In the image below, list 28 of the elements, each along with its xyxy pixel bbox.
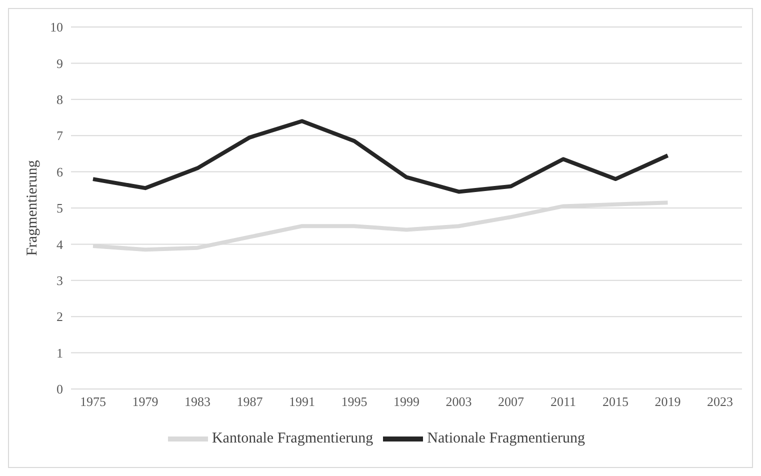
x-tick-label: 2007	[498, 394, 524, 410]
y-tick-label: 8	[56, 92, 63, 108]
x-tick-label: 1995	[341, 394, 368, 410]
x-tick-label: 2019	[654, 394, 681, 410]
x-tick-label: 1975	[80, 394, 106, 410]
x-tick-label: 1979	[132, 394, 158, 410]
x-tick-label: 2023	[707, 394, 733, 410]
x-tick-label: 2011	[550, 394, 576, 410]
x-tick-label: 1983	[184, 394, 210, 410]
y-tick-label: 10	[50, 20, 63, 35]
y-tick-label: 0	[56, 382, 63, 397]
x-tick-label: 1991	[289, 394, 315, 410]
y-tick-label: 5	[56, 200, 63, 216]
y-tick-label: 3	[56, 273, 63, 288]
x-tick-label: 2015	[602, 394, 628, 410]
y-axis-title: Fragmentierung	[24, 160, 40, 256]
y-tick-label: 9	[56, 56, 63, 71]
x-tick-label: 1987	[236, 394, 264, 410]
y-tick-label: 6	[56, 164, 64, 180]
line-series	[91, 119, 670, 194]
x-tick-label: 2003	[446, 394, 472, 410]
y-tick-label: 1	[56, 345, 63, 360]
y-tick-label: 7	[56, 128, 64, 144]
x-tick-label: 1999	[394, 394, 420, 410]
legend-label: Nationale Fragmentierung	[427, 430, 586, 446]
y-tick-label: 2	[56, 309, 63, 324]
y-tick-label: 4	[56, 236, 64, 252]
legend-label: Kantonale Fragmentierung	[212, 430, 374, 446]
